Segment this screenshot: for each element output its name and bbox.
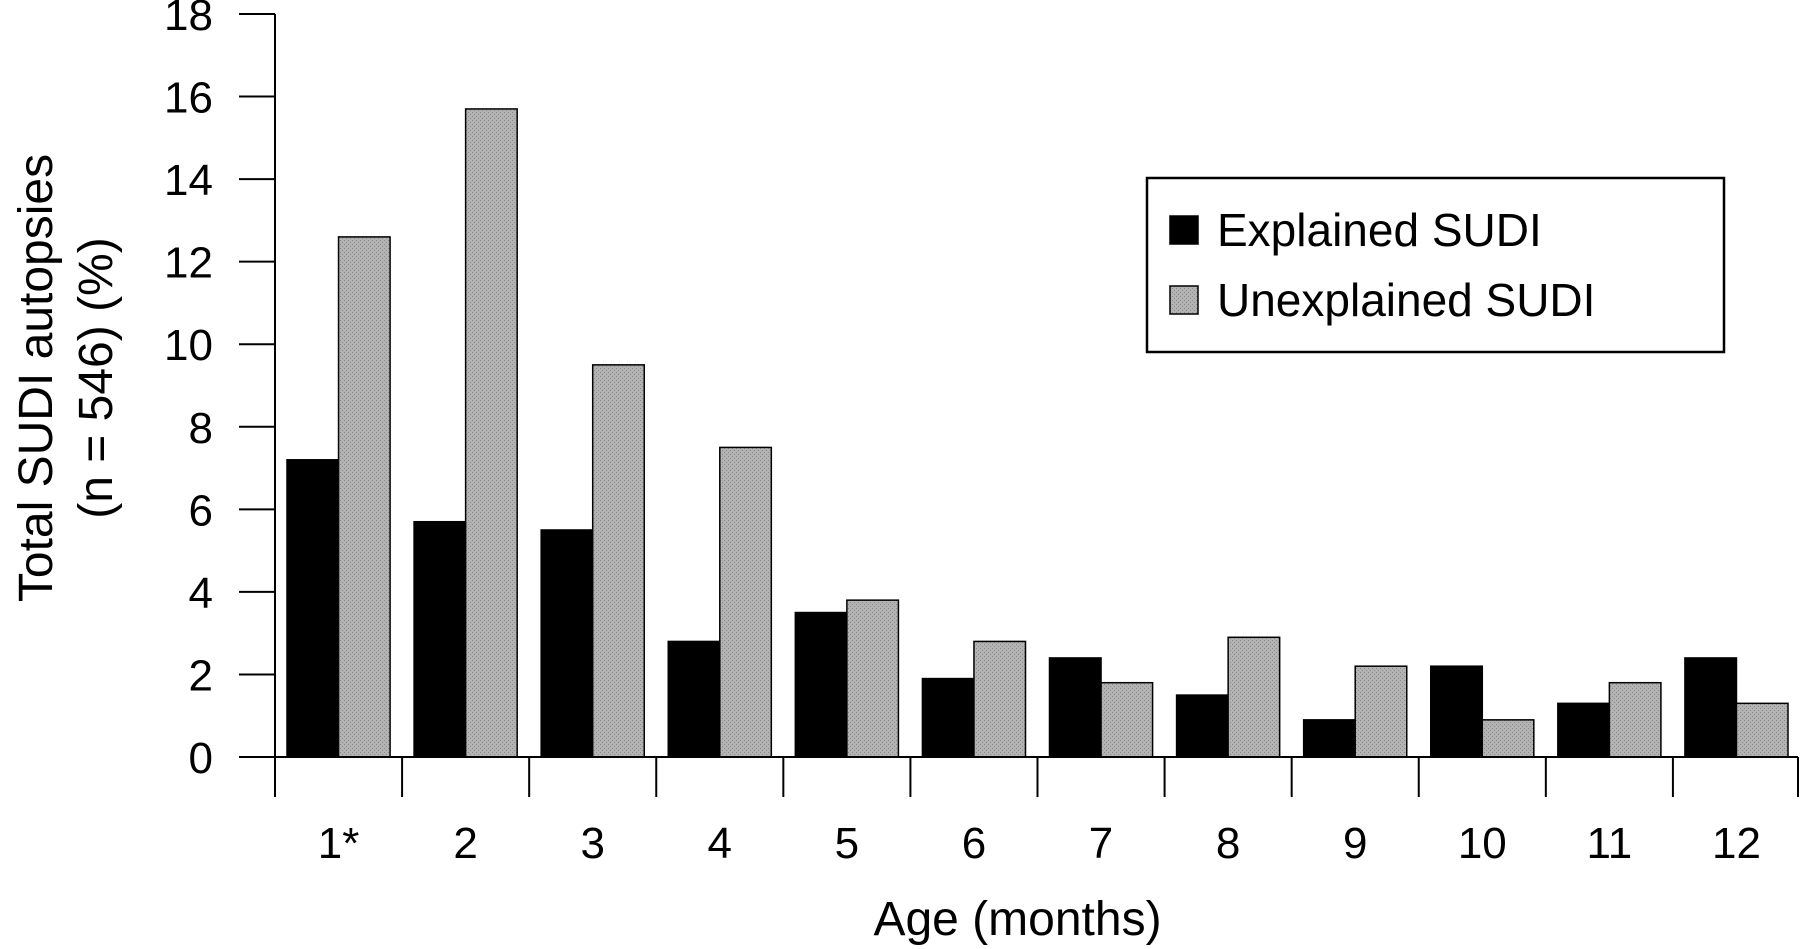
bar-explained bbox=[1302, 719, 1356, 758]
y-tick-label: 0 bbox=[189, 734, 213, 783]
bar-unexplained bbox=[464, 108, 518, 758]
y-tick-label: 18 bbox=[164, 0, 213, 40]
x-axis-title: Age (months) bbox=[873, 893, 1161, 946]
bars-layer bbox=[286, 108, 1789, 758]
legend-label-explained: Explained SUDI bbox=[1217, 204, 1542, 256]
bar-explained bbox=[1684, 657, 1738, 758]
bar-explained bbox=[540, 529, 594, 758]
x-tick-label: 2 bbox=[453, 819, 477, 868]
x-tick-label: 7 bbox=[1089, 819, 1113, 868]
legend-frame bbox=[1145, 176, 1726, 354]
x-tick-label: 6 bbox=[962, 819, 986, 868]
bar-explained bbox=[1430, 665, 1484, 758]
bar-explained bbox=[1557, 702, 1611, 758]
y-tick-label: 4 bbox=[189, 569, 213, 618]
x-tick-label: 4 bbox=[708, 819, 732, 868]
x-tick-label: 10 bbox=[1458, 819, 1507, 868]
x-tick-label: 12 bbox=[1712, 819, 1761, 868]
bar-explained bbox=[794, 611, 848, 758]
bar-unexplained bbox=[1735, 702, 1789, 758]
y-tick-label: 2 bbox=[189, 651, 213, 700]
y-axis-title-line-1: Total SUDI autopsies bbox=[10, 154, 63, 602]
y-tick-label: 6 bbox=[189, 486, 213, 535]
bar-unexplained bbox=[337, 236, 391, 758]
bar-explained bbox=[921, 677, 975, 758]
y-tick-label: 16 bbox=[164, 74, 213, 123]
bar-explained bbox=[413, 520, 467, 758]
y-tick-label: 14 bbox=[164, 156, 213, 205]
bar-unexplained bbox=[1608, 681, 1662, 758]
y-tick-label: 10 bbox=[164, 321, 213, 370]
x-tick-label: 1* bbox=[318, 819, 360, 868]
bar-unexplained bbox=[846, 599, 900, 758]
legend-swatch-explained bbox=[1169, 215, 1199, 245]
bar-unexplained bbox=[1100, 681, 1154, 758]
bar-unexplained bbox=[1227, 636, 1281, 758]
x-tick-label: 5 bbox=[835, 819, 859, 868]
x-tick-label: 8 bbox=[1216, 819, 1240, 868]
bar-unexplained bbox=[1354, 665, 1408, 758]
x-tick-label: 9 bbox=[1343, 819, 1367, 868]
bar-explained bbox=[1048, 657, 1102, 758]
y-axis-title: Total SUDI autopsies (n = 546) (%) bbox=[10, 154, 123, 602]
bar-unexplained bbox=[591, 364, 645, 758]
x-ticks: 1* 2 3 4 5 6 7 8 9 10 11 12 bbox=[274, 757, 1799, 868]
y-ticks: 0 2 4 6 8 10 12 14 16 18 bbox=[164, 0, 275, 783]
legend: Explained SUDI Unexplained SUDI bbox=[1145, 176, 1726, 354]
bar-unexplained bbox=[719, 446, 773, 758]
bar-explained bbox=[1175, 694, 1229, 758]
x-tick-label: 3 bbox=[580, 819, 604, 868]
y-tick-label: 12 bbox=[164, 239, 213, 288]
y-tick-label: 8 bbox=[189, 404, 213, 453]
legend-swatch-unexplained bbox=[1169, 285, 1199, 315]
bar-explained bbox=[667, 640, 721, 758]
legend-label-unexplained: Unexplained SUDI bbox=[1217, 274, 1595, 326]
y-axis-title-line-2: (n = 546) (%) bbox=[70, 237, 123, 518]
bar-unexplained bbox=[1481, 719, 1535, 758]
bar-unexplained bbox=[973, 640, 1027, 758]
x-tick-label: 11 bbox=[1587, 819, 1633, 868]
bar-explained bbox=[286, 459, 340, 758]
